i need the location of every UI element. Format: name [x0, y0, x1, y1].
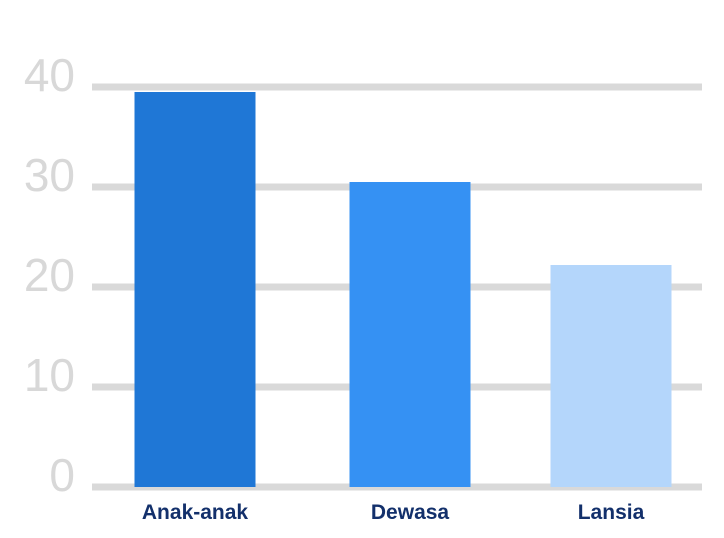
x-category-label: Lansia — [578, 501, 645, 524]
x-category-label: Dewasa — [371, 501, 450, 524]
bars — [134, 92, 672, 487]
x-axis-labels: Anak-anak Dewasa Lansia — [142, 501, 645, 524]
y-axis-ticks: 0 10 20 30 40 — [24, 49, 75, 501]
bar-dewasa — [349, 182, 471, 487]
y-tick-label: 10 — [24, 349, 75, 401]
y-tick-label: 0 — [49, 449, 75, 501]
y-tick-label: 40 — [24, 49, 75, 101]
x-category-label: Anak-anak — [142, 501, 249, 524]
bar-anak-anak — [134, 92, 256, 487]
y-tick-label: 30 — [24, 149, 75, 201]
bar-lansia — [550, 265, 672, 487]
y-tick-label: 20 — [24, 249, 75, 301]
